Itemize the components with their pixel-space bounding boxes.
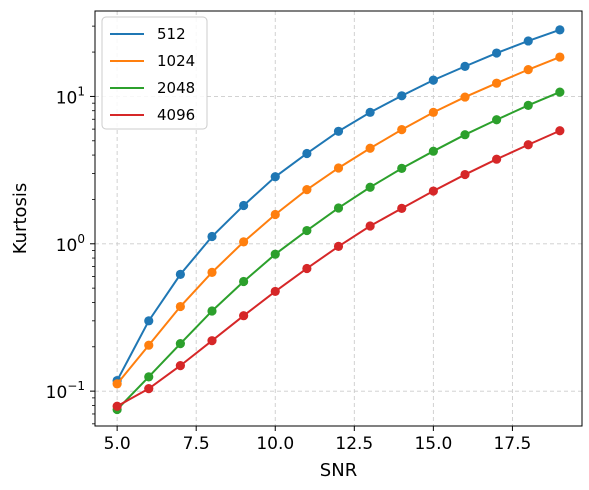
y-axis-label: Kurtosis <box>10 183 31 255</box>
data-point <box>523 100 533 110</box>
data-point <box>555 126 565 136</box>
data-point <box>397 163 407 173</box>
data-point <box>523 36 533 46</box>
x-axis-label: SNR <box>320 460 357 481</box>
data-point <box>365 107 375 117</box>
legend-label: 1024 <box>157 52 195 70</box>
legend-label: 4096 <box>157 106 195 124</box>
y-tick-label: 10−1 <box>46 379 85 403</box>
data-point <box>460 92 470 102</box>
data-point <box>175 269 185 279</box>
data-point <box>207 306 217 316</box>
data-point <box>302 148 312 159</box>
data-point <box>144 384 154 394</box>
series-4096 <box>112 126 565 411</box>
y-tick-label: 101 <box>56 84 85 108</box>
data-point <box>175 361 185 371</box>
data-point <box>270 249 280 259</box>
data-point <box>333 241 344 251</box>
x-tick-label: 17.5 <box>493 434 531 454</box>
series-layer <box>112 25 565 415</box>
data-point <box>270 172 280 182</box>
legend: 512 1024 2048 4096 <box>101 16 208 130</box>
data-point <box>428 146 438 156</box>
grid <box>95 11 582 426</box>
data-point <box>555 25 565 35</box>
data-point <box>144 340 154 350</box>
data-point <box>428 107 438 117</box>
plot-frame <box>94 10 583 427</box>
x-tick-label: 7.5 <box>183 434 210 454</box>
data-point <box>302 185 312 195</box>
data-point <box>239 276 249 287</box>
data-point <box>302 225 312 236</box>
legend-label: 2048 <box>157 79 195 97</box>
data-point <box>397 125 407 135</box>
data-point <box>333 203 344 213</box>
data-point <box>365 143 375 153</box>
data-point <box>492 78 502 88</box>
data-point <box>460 169 470 180</box>
data-point <box>397 91 407 101</box>
data-point <box>523 65 533 75</box>
data-point <box>112 401 122 411</box>
data-point <box>460 61 470 71</box>
data-point <box>302 263 312 274</box>
data-point <box>239 237 249 247</box>
data-point <box>270 209 280 220</box>
data-point <box>428 186 438 196</box>
data-point <box>175 339 185 349</box>
data-point <box>144 316 154 326</box>
data-point <box>397 203 407 213</box>
data-point <box>492 48 502 58</box>
x-tick-label: 15.0 <box>414 434 452 454</box>
x-tick-label: 5.0 <box>104 434 131 454</box>
data-point <box>365 182 375 192</box>
x-axis: 5.0 7.5 10.0 12.5 15.0 17.5 <box>104 426 531 454</box>
data-point <box>239 311 249 321</box>
data-point <box>144 372 154 382</box>
x-tick-label: 12.5 <box>335 434 373 454</box>
data-point <box>207 231 217 242</box>
legend-label: 512 <box>157 25 186 43</box>
series-512 <box>112 25 565 386</box>
data-point <box>492 115 502 125</box>
data-point <box>270 286 280 297</box>
data-point <box>555 52 565 62</box>
data-point <box>207 267 217 277</box>
data-point <box>523 140 533 150</box>
data-point <box>239 200 249 211</box>
data-point <box>175 301 185 312</box>
data-point <box>365 221 375 231</box>
data-point <box>492 154 502 164</box>
data-point <box>428 75 438 85</box>
data-point <box>555 87 565 97</box>
data-point <box>207 336 217 346</box>
y-axis: 10−1 100 101 <box>46 25 95 425</box>
y-tick-label: 100 <box>56 232 85 256</box>
legend-box <box>101 16 208 130</box>
data-point <box>460 130 470 140</box>
x-tick-label: 10.0 <box>256 434 294 454</box>
data-point <box>112 379 122 389</box>
series-2048 <box>112 87 565 415</box>
data-point <box>333 163 344 173</box>
series-1024 <box>112 52 565 389</box>
data-point <box>333 126 344 136</box>
